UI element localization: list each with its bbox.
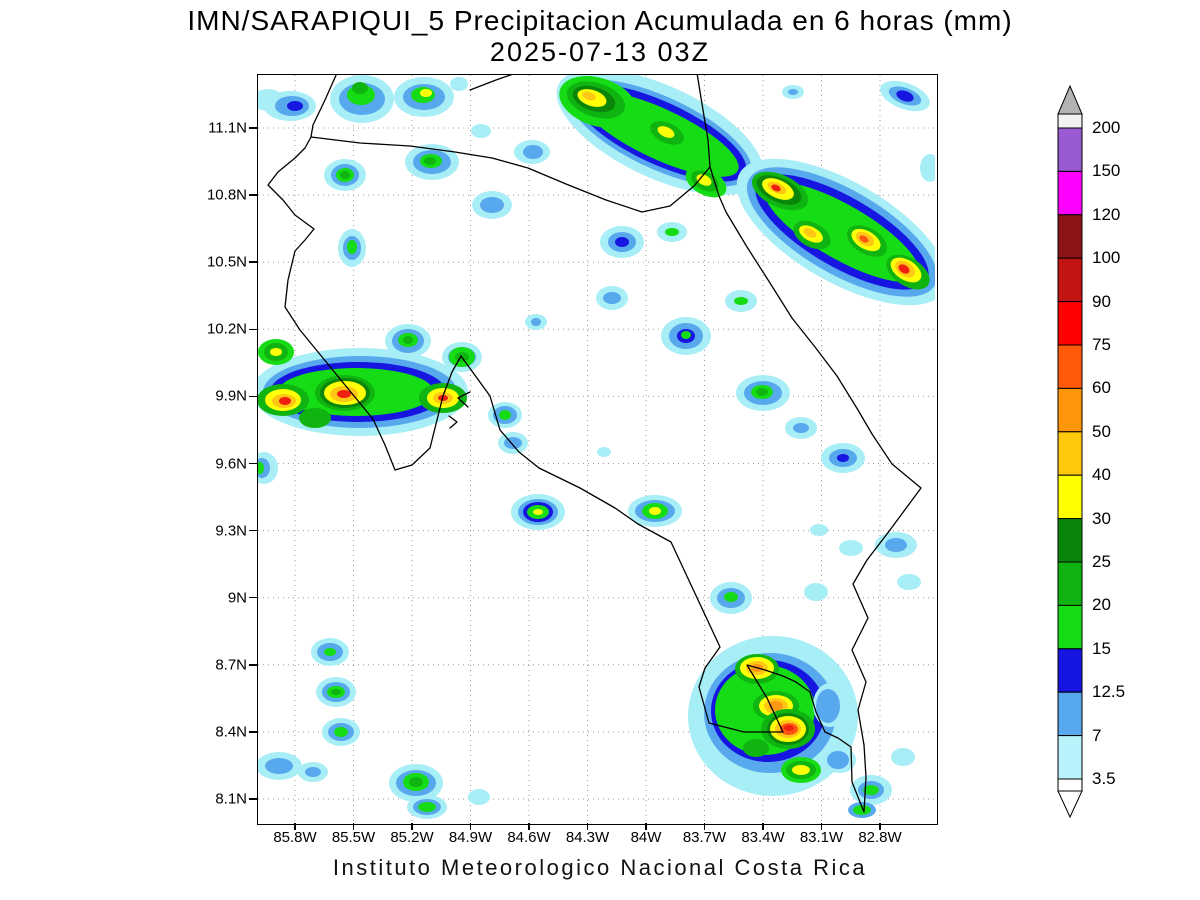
y-tick-mark bbox=[249, 395, 257, 398]
x-tick-mark bbox=[879, 823, 881, 830]
colorbar-level-label: 150 bbox=[1092, 161, 1121, 181]
x-tick-mark bbox=[294, 823, 296, 830]
colorbar-level-label: 15 bbox=[1092, 638, 1111, 658]
colorbar-level-label: 60 bbox=[1092, 378, 1111, 398]
y-tick-mark bbox=[249, 798, 257, 800]
x-tick-label: 84W bbox=[630, 829, 662, 846]
plot-title-line1: IMN/SARAPIQUI_5 Precipitacion Acumulada … bbox=[187, 5, 1013, 36]
y-tick-label: 8.4N bbox=[215, 723, 247, 741]
y-tick-mark bbox=[249, 194, 257, 196]
y-tick-label: 9N bbox=[227, 589, 247, 607]
x-tick-label: 84.9W bbox=[448, 829, 493, 846]
x-tick-label: 84.6W bbox=[507, 829, 551, 846]
y-tick-mark bbox=[249, 261, 257, 263]
y-tick-mark bbox=[249, 596, 257, 599]
y-tick-mark bbox=[249, 529, 257, 532]
x-tick-mark bbox=[469, 823, 472, 830]
precip-cluster-osa bbox=[688, 636, 915, 818]
x-tick-label: 85.8W bbox=[273, 829, 317, 846]
x-tick-mark bbox=[820, 823, 823, 830]
plot-title-line2: 2025-07-13 03Z bbox=[489, 37, 711, 67]
y-tick-mark bbox=[249, 127, 257, 129]
x-tick-label: 83.7W bbox=[682, 829, 727, 846]
colorbar-level-label: 40 bbox=[1092, 465, 1111, 485]
colorbar-level-label: 12.5 bbox=[1092, 682, 1126, 702]
colorbar-level-label: 200 bbox=[1092, 118, 1121, 137]
x-tick-mark bbox=[645, 823, 647, 830]
x-tick-label: 83.4W bbox=[741, 829, 785, 846]
map-plot-frame bbox=[257, 74, 938, 825]
x-tick-mark bbox=[528, 823, 530, 830]
y-tick-mark bbox=[249, 731, 257, 733]
x-tick-label: 84.3W bbox=[565, 829, 610, 846]
x-tick-mark bbox=[703, 823, 706, 830]
precip-band-northeast bbox=[556, 75, 935, 306]
y-tick-label: 10.5N bbox=[206, 253, 247, 271]
y-tick-label: 8.7N bbox=[215, 656, 247, 674]
x-tick-mark bbox=[352, 823, 355, 830]
footer-attribution: Instituto Meteorologico Nacional Costa R… bbox=[332, 855, 868, 880]
x-tick-mark bbox=[411, 823, 413, 830]
y-tick-label: 8.1N bbox=[215, 790, 247, 808]
nicaragua-caribbean-coast bbox=[696, 75, 711, 168]
colorbar-level-label: 25 bbox=[1092, 552, 1111, 571]
precip-cells-central bbox=[525, 222, 865, 473]
y-tick-mark bbox=[249, 462, 257, 465]
precip-cells-southwest bbox=[258, 638, 490, 819]
colorbar-level-label: 3.5 bbox=[1092, 769, 1116, 788]
colorbar-level-label: 30 bbox=[1092, 508, 1111, 528]
x-tick-label: 85.2W bbox=[390, 829, 434, 846]
lake-nicaragua-shore bbox=[469, 75, 513, 91]
y-tick-mark bbox=[249, 328, 257, 331]
x-tick-label: 82.8W bbox=[858, 829, 902, 846]
y-tick-label: 9.6N bbox=[215, 455, 247, 472]
colorbar-level-label: 7 bbox=[1092, 725, 1102, 745]
gulf-of-nicoya-detail bbox=[448, 391, 471, 429]
colorbar-level-label: 20 bbox=[1092, 595, 1111, 615]
precip-cells-north bbox=[258, 75, 550, 267]
precip-cells-pacific bbox=[488, 402, 921, 614]
x-tick-mark bbox=[586, 823, 589, 830]
colorbar-level-label: 100 bbox=[1092, 248, 1121, 268]
colorbar-level-label: 90 bbox=[1092, 291, 1111, 311]
colorbar bbox=[1057, 84, 1083, 819]
y-tick-label: 10.8N bbox=[206, 186, 247, 204]
colorbar-level-label: 50 bbox=[1092, 421, 1111, 441]
y-tick-label: 10.2N bbox=[206, 320, 247, 338]
precip-cluster-nicoya bbox=[258, 324, 482, 484]
y-tick-mark bbox=[249, 664, 257, 666]
colorbar-level-label: 120 bbox=[1092, 204, 1121, 224]
y-tick-label: 9.3N bbox=[215, 522, 247, 540]
y-tick-label: 9.9N bbox=[215, 387, 247, 405]
x-tick-label: 83.1W bbox=[799, 829, 844, 846]
x-tick-label: 85.5W bbox=[331, 829, 376, 846]
map-canvas bbox=[258, 75, 935, 822]
colorbar-level-label: 75 bbox=[1092, 335, 1111, 354]
x-tick-mark bbox=[762, 823, 764, 830]
y-tick-label: 11.1N bbox=[208, 119, 247, 137]
